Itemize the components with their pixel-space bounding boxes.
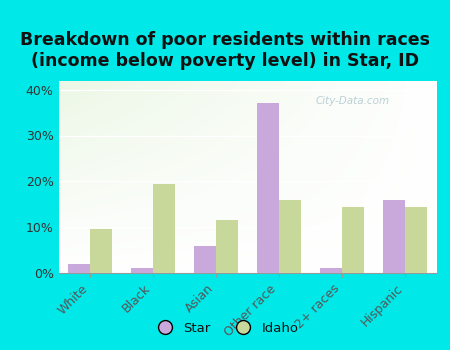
Bar — [342, 206, 364, 273]
Text: Breakdown of poor residents within races
(income below poverty level) in Star, I: Breakdown of poor residents within races… — [20, 31, 430, 70]
Legend: Star, Idaho: Star, Idaho — [146, 316, 304, 340]
Bar — [257, 103, 279, 273]
Bar — [194, 245, 216, 273]
Bar — [90, 230, 112, 273]
Bar — [153, 184, 175, 273]
Bar — [383, 199, 405, 273]
Bar — [216, 220, 238, 273]
Bar — [405, 206, 427, 273]
Bar — [279, 199, 301, 273]
Bar — [320, 268, 342, 273]
Text: City-Data.com: City-Data.com — [315, 96, 390, 106]
Bar — [68, 264, 90, 273]
Bar — [131, 268, 153, 273]
